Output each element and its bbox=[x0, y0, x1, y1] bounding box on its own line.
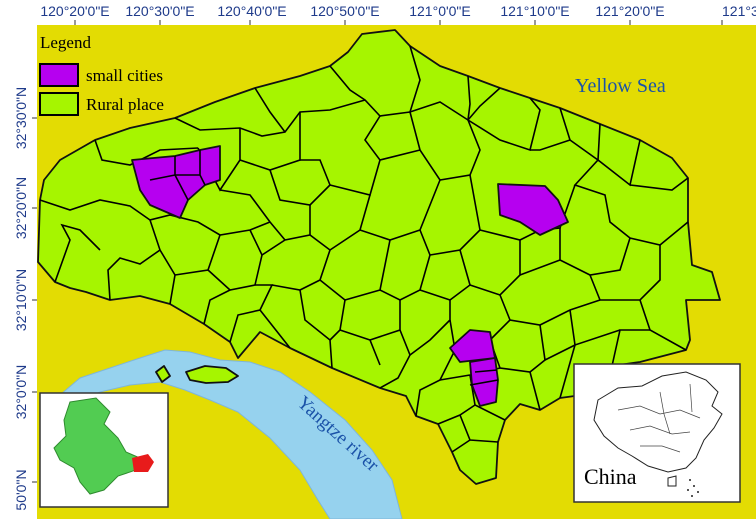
legend-label-rural: Rural place bbox=[86, 95, 164, 114]
lon-tick-label: 120°30'0"E bbox=[125, 3, 194, 19]
top-tick-marks bbox=[74, 20, 723, 25]
lat-tick-label: 32°30'0"N bbox=[13, 87, 29, 149]
lon-tick-label: 121°10'0"E bbox=[500, 3, 569, 19]
river-island-small bbox=[155, 365, 171, 383]
china-island bbox=[667, 475, 677, 487]
inset-province bbox=[39, 392, 169, 508]
sea-label: Yellow Sea bbox=[575, 75, 666, 97]
legend-swatch-rural bbox=[39, 92, 79, 116]
lon-tick-label: 121°20'0"E bbox=[595, 3, 664, 19]
legend-title: Legend bbox=[40, 33, 91, 52]
province-highlight bbox=[132, 454, 154, 472]
river-island bbox=[185, 365, 239, 384]
inset-china: China bbox=[573, 363, 741, 503]
china-outline bbox=[593, 371, 723, 473]
legend-swatch-small-cities bbox=[39, 63, 79, 87]
yangtze-river bbox=[59, 349, 403, 520]
china-label: China bbox=[584, 464, 637, 489]
lat-tick-label: 32°0'0"N bbox=[13, 365, 29, 420]
small-city-south-a bbox=[449, 329, 496, 363]
left-axis-labels: 32°30'0"N 32°20'0"N 32°10'0"N 32°0'0"N 5… bbox=[13, 87, 29, 511]
lon-tick-label: 120°20'0"E bbox=[40, 3, 109, 19]
lat-tick-label: 32°20'0"N bbox=[13, 177, 29, 239]
small-city-east bbox=[497, 183, 569, 236]
lat-tick-label: 50'0"N bbox=[13, 469, 29, 510]
lon-tick-label: 120°50'0"E bbox=[310, 3, 379, 19]
province-shape bbox=[53, 397, 141, 495]
lon-tick-label: 120°40'0"E bbox=[217, 3, 286, 19]
top-axis-labels: 120°20'0"E 120°30'0"E 120°40'0"E 120°50'… bbox=[40, 3, 756, 19]
legend-label-small-cities: small cities bbox=[86, 66, 163, 85]
lat-tick-label: 32°10'0"N bbox=[13, 269, 29, 331]
left-tick-marks bbox=[32, 117, 37, 483]
lon-tick-label: 121°30' bbox=[722, 3, 756, 19]
small-cities bbox=[131, 145, 569, 407]
lon-tick-label: 121°0'0"E bbox=[409, 3, 471, 19]
legend: Legend small cities Rural place bbox=[39, 33, 164, 116]
